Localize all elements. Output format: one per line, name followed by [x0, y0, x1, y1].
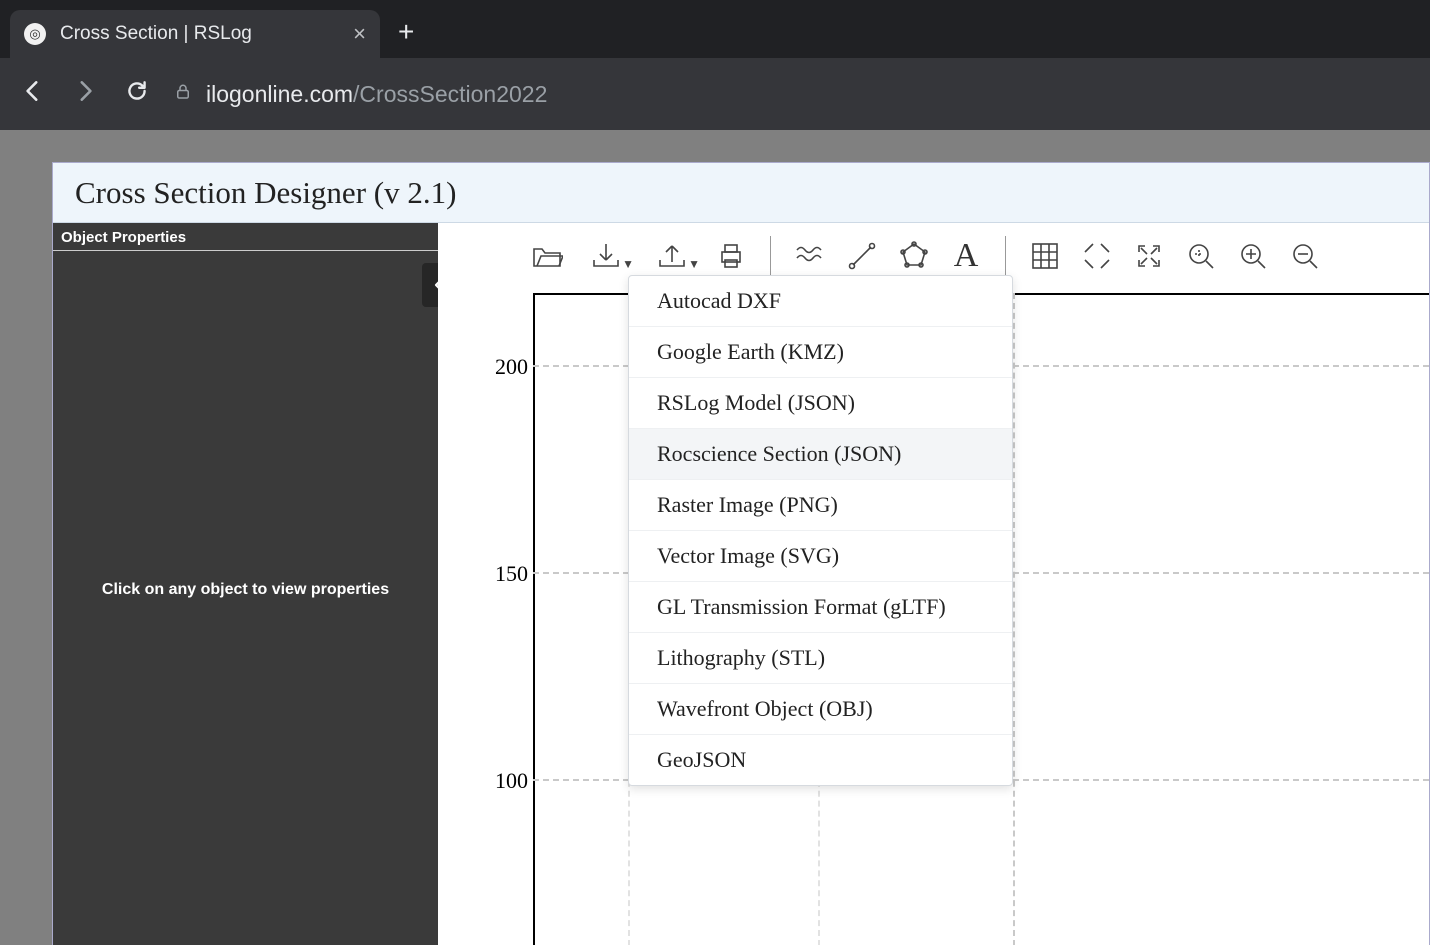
water-table-icon[interactable]	[791, 237, 829, 275]
nav-forward-icon[interactable]	[70, 78, 100, 111]
tab-strip: ◎ Cross Section | RSLog × +	[0, 0, 1430, 58]
toolbar: ▼ ▼ A	[438, 231, 1429, 281]
export-item-rocscience-json[interactable]: Rocscience Section (JSON)	[629, 429, 1012, 480]
app-titlebar: Cross Section Designer (v 2.1)	[53, 163, 1429, 223]
address-bar-row: ilogonline.com/CrossSection2022	[0, 58, 1430, 130]
sidebar-header: Object Properties	[53, 223, 438, 251]
export-item-kmz[interactable]: Google Earth (KMZ)	[629, 327, 1012, 378]
export-item-rslog-json[interactable]: RSLog Model (JSON)	[629, 378, 1012, 429]
url-domain: ilogonline.com	[206, 81, 353, 108]
object-properties-panel: Object Properties Click on any object to…	[53, 223, 438, 945]
grid-icon[interactable]	[1026, 237, 1064, 275]
y-tick: 150	[483, 561, 528, 587]
line-icon[interactable]	[843, 237, 881, 275]
url-bar[interactable]: ilogonline.com/CrossSection2022	[174, 81, 1412, 108]
browser-tab[interactable]: ◎ Cross Section | RSLog ×	[10, 10, 380, 58]
nav-back-icon[interactable]	[18, 78, 48, 111]
y-tick: 100	[483, 768, 528, 794]
sidebar-placeholder: Click on any object to view properties	[53, 581, 438, 599]
export-menu: Autocad DXF Google Earth (KMZ) RSLog Mod…	[628, 275, 1013, 786]
url-path: /CrossSection2022	[353, 81, 547, 108]
app-window: Cross Section Designer (v 2.1) Object Pr…	[52, 162, 1430, 945]
fit-corners-in-icon[interactable]	[1078, 237, 1116, 275]
polygon-icon[interactable]	[895, 237, 933, 275]
export-item-obj[interactable]: Wavefront Object (OBJ)	[629, 684, 1012, 735]
page-background: Cross Section Designer (v 2.1) Object Pr…	[0, 130, 1430, 945]
grid-line-v	[1013, 293, 1015, 945]
y-tick: 200	[483, 354, 528, 380]
text-icon[interactable]: A	[947, 237, 985, 275]
import-icon[interactable]: ▼	[580, 237, 632, 275]
tab-title: Cross Section | RSLog	[60, 23, 343, 45]
canvas-area[interactable]: ▼ ▼ A	[438, 223, 1429, 945]
app-title: Cross Section Designer (v 2.1)	[75, 175, 456, 211]
open-folder-icon[interactable]	[528, 237, 566, 275]
toolbar-separator	[770, 236, 771, 276]
export-item-geojson[interactable]: GeoJSON	[629, 735, 1012, 785]
export-icon[interactable]: ▼	[646, 237, 698, 275]
axis-left	[533, 293, 535, 945]
export-item-dxf[interactable]: Autocad DXF	[629, 276, 1012, 327]
lock-icon	[174, 83, 192, 106]
export-item-gltf[interactable]: GL Transmission Format (gLTF)	[629, 582, 1012, 633]
nav-reload-icon[interactable]	[122, 78, 152, 111]
export-item-svg[interactable]: Vector Image (SVG)	[629, 531, 1012, 582]
toolbar-separator	[1005, 236, 1006, 276]
fit-corners-out-icon[interactable]	[1130, 237, 1168, 275]
export-item-stl[interactable]: Lithography (STL)	[629, 633, 1012, 684]
browser-chrome: ◎ Cross Section | RSLog × + ilogonline.c…	[0, 0, 1430, 130]
new-tab-button[interactable]: +	[398, 16, 414, 48]
zoom-in-icon[interactable]	[1234, 237, 1272, 275]
zoom-fit-icon[interactable]	[1182, 237, 1220, 275]
export-item-png[interactable]: Raster Image (PNG)	[629, 480, 1012, 531]
print-icon[interactable]	[712, 237, 750, 275]
zoom-out-icon[interactable]	[1286, 237, 1324, 275]
favicon-icon: ◎	[24, 23, 46, 45]
tab-close-icon[interactable]: ×	[353, 21, 366, 47]
